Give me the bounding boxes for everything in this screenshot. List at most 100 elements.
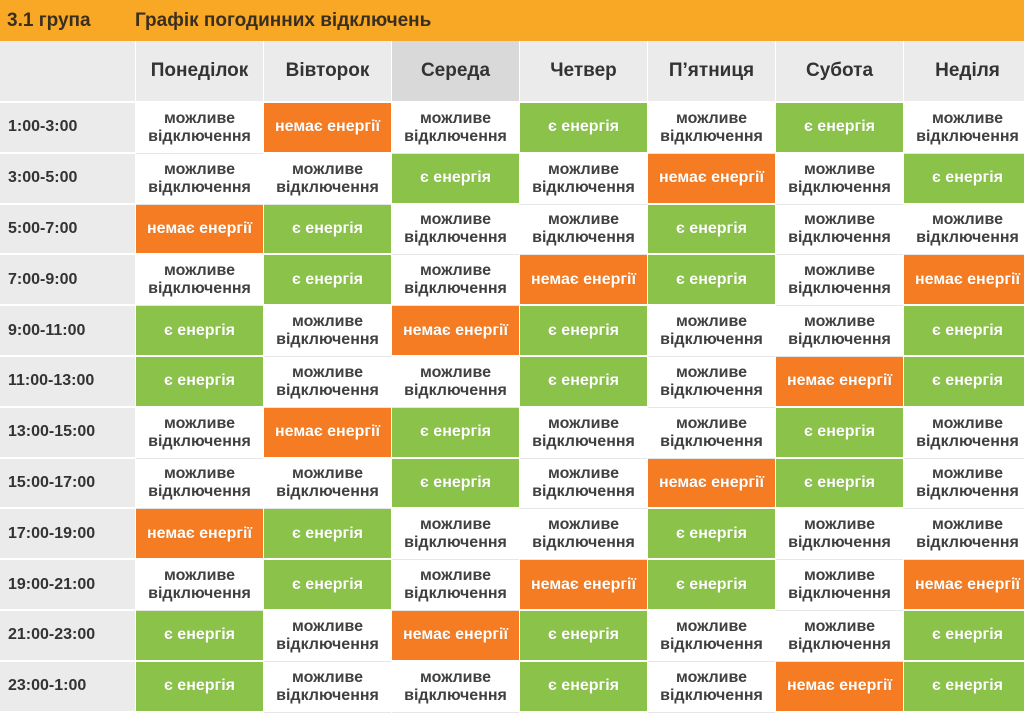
- status-cell-off-label: немає енергії: [915, 270, 1020, 288]
- status-cell-possible-label: можливе відключення: [788, 617, 891, 653]
- status-cell-on: є енергія: [904, 610, 1024, 662]
- status-cell-possible: можливе відключення: [776, 306, 903, 357]
- time-slot: 15:00-17:00: [0, 458, 135, 510]
- status-cell-off: немає енергії: [392, 610, 519, 662]
- time-slot-label: 1:00-3:00: [8, 118, 78, 136]
- time-slot-label: 7:00-9:00: [8, 270, 78, 288]
- status-cell-possible-label: можливе відключення: [532, 211, 635, 247]
- status-cell-possible-label: можливе відключення: [148, 160, 251, 196]
- status-cell-possible: можливе відключення: [648, 661, 775, 713]
- schedule-title: Графік погодинних відключень: [135, 9, 432, 31]
- status-cell-possible-label: можливе відключення: [404, 211, 507, 247]
- status-cell-on-label: є енергія: [420, 423, 491, 441]
- status-cell-possible: можливе відключення: [136, 153, 263, 205]
- status-cell-on: є енергія: [776, 458, 903, 510]
- status-cell-on: є енергія: [648, 204, 775, 256]
- status-cell-possible: можливе відключення: [648, 610, 775, 662]
- status-cell-on: є енергія: [520, 356, 647, 408]
- time-slot-label: 19:00-21:00: [8, 575, 96, 593]
- status-cell-off: немає енергії: [648, 458, 775, 510]
- status-cell-possible-label: можливе відключення: [276, 160, 379, 196]
- status-cell-off-label: немає енергії: [915, 575, 1020, 593]
- status-cell-possible-label: можливе відключення: [532, 414, 635, 450]
- group-label: 3.1 група: [7, 9, 91, 31]
- status-cell-possible-label: можливе відключення: [916, 211, 1019, 247]
- time-slot: 9:00-11:00: [0, 306, 135, 357]
- status-cell-off-label: немає енергії: [531, 270, 636, 288]
- status-cell-possible-label: можливе відключення: [276, 465, 379, 501]
- status-cell-on: є енергія: [776, 407, 903, 459]
- time-slot-label: 15:00-17:00: [8, 473, 96, 491]
- status-cell-possible-label: можливе відключення: [404, 262, 507, 298]
- time-slot-label: 21:00-23:00: [8, 626, 96, 644]
- status-cell-off-label: немає енергії: [275, 118, 380, 136]
- table-corner: [0, 41, 135, 103]
- status-cell-on: є енергія: [264, 255, 391, 307]
- status-cell-possible-label: можливе відключення: [532, 465, 635, 501]
- status-cell-possible-label: можливе відключення: [788, 567, 891, 603]
- time-slot: 17:00-19:00: [0, 509, 135, 561]
- status-cell-possible-label: можливе відключення: [788, 262, 891, 298]
- time-slot-label: 23:00-1:00: [8, 677, 87, 695]
- status-cell-off-label: немає енергії: [787, 677, 892, 695]
- status-cell-on-label: є енергія: [804, 423, 875, 441]
- status-cell-possible: можливе відключення: [136, 560, 263, 611]
- status-cell-possible: можливе відключення: [264, 356, 391, 408]
- status-cell-off-label: немає енергії: [659, 169, 764, 187]
- status-cell-on-label: є енергія: [548, 372, 619, 390]
- status-cell-off: немає енергії: [776, 661, 903, 713]
- day-header-label: Неділя: [935, 60, 1000, 81]
- status-cell-possible-label: можливе відключення: [660, 313, 763, 349]
- schedule-table: Понеділок Вівторок Середа Четвер П’ятниця Суб…: [0, 41, 1024, 713]
- status-cell-off-label: немає енергії: [147, 219, 252, 237]
- status-cell-possible: можливе відключення: [264, 610, 391, 662]
- status-cell-on: є енергія: [264, 509, 391, 561]
- status-cell-on: є енергія: [392, 458, 519, 510]
- status-cell-possible: можливе відключення: [392, 509, 519, 561]
- status-cell-on-label: є енергія: [676, 219, 747, 237]
- status-cell-on-label: є енергія: [804, 473, 875, 491]
- status-cell-possible-label: можливе відключення: [788, 160, 891, 196]
- status-cell-off-label: немає енергії: [403, 626, 508, 644]
- status-cell-on-label: є енергія: [164, 321, 235, 339]
- status-cell-on: є енергія: [904, 153, 1024, 205]
- status-cell-on: є енергія: [520, 661, 647, 713]
- status-cell-on-label: є енергія: [804, 118, 875, 136]
- schedule-header: 3.1 група Графік погодинних відключень: [0, 0, 1024, 41]
- status-cell-possible: можливе відключення: [392, 204, 519, 256]
- status-cell-on-label: є енергія: [548, 626, 619, 644]
- status-cell-off: немає енергії: [648, 153, 775, 205]
- status-cell-possible-label: можливе відключення: [404, 567, 507, 603]
- status-cell-possible-label: можливе відключення: [404, 516, 507, 552]
- status-cell-on: є енергія: [648, 509, 775, 561]
- status-cell-on-label: є енергія: [932, 626, 1003, 644]
- status-cell-possible: можливе відключення: [776, 560, 903, 611]
- status-cell-on-label: є енергія: [292, 219, 363, 237]
- status-cell-possible: можливе відключення: [648, 356, 775, 408]
- status-cell-possible: можливе відключення: [520, 509, 647, 561]
- status-cell-possible-label: можливе відключення: [660, 617, 763, 653]
- status-cell-on-label: є енергія: [420, 169, 491, 187]
- status-cell-on: є енергія: [648, 560, 775, 611]
- day-header-label: П’ятниця: [668, 60, 755, 81]
- time-slot: 19:00-21:00: [0, 560, 135, 611]
- status-cell-on-label: є енергія: [292, 270, 363, 288]
- status-cell-on: є енергія: [136, 661, 263, 713]
- status-cell-on: є енергія: [264, 560, 391, 611]
- status-cell-on-label: є енергія: [676, 270, 747, 288]
- status-cell-possible: можливе відключення: [520, 407, 647, 459]
- status-cell-on: є енергія: [648, 255, 775, 307]
- status-cell-on: є енергія: [520, 103, 647, 154]
- status-cell-possible-label: можливе відключення: [148, 262, 251, 298]
- status-cell-on: є енергія: [392, 153, 519, 205]
- status-cell-possible: можливе відключення: [392, 103, 519, 154]
- time-slot: 23:00-1:00: [0, 661, 135, 713]
- status-cell-possible-label: можливе відключення: [916, 109, 1019, 145]
- status-cell-on-label: є енергія: [164, 372, 235, 390]
- status-cell-off: немає енергії: [904, 255, 1024, 307]
- status-cell-possible-label: можливе відключення: [148, 109, 251, 145]
- status-cell-possible: можливе відключення: [648, 103, 775, 154]
- status-cell-on: є енергія: [392, 407, 519, 459]
- time-slot-label: 3:00-5:00: [8, 169, 78, 187]
- status-cell-possible-label: можливе відключення: [916, 465, 1019, 501]
